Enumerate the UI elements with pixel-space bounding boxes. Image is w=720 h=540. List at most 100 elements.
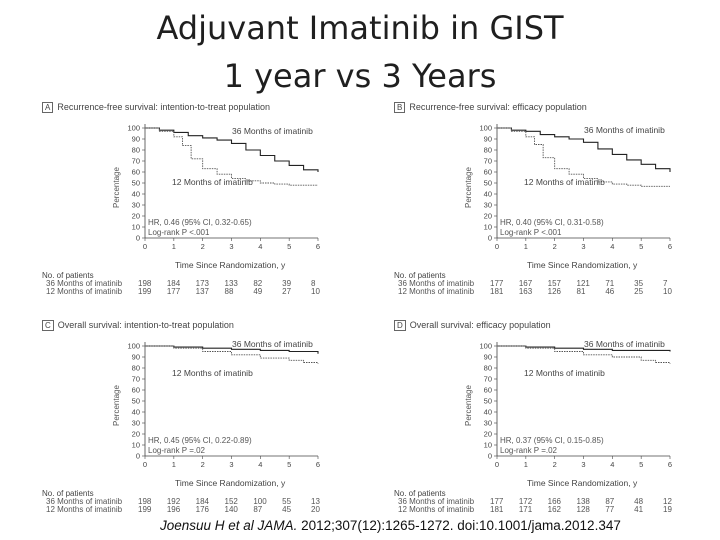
panel-title: B Recurrence-free survival: efficacy popu… [394, 102, 587, 113]
risk-row-value: 46 [605, 287, 615, 296]
x-axis-label: Time Since Randomization, y [175, 478, 286, 488]
y-tick-label: 10 [132, 441, 140, 450]
x-axis-label: Time Since Randomization, y [527, 478, 638, 488]
risk-row-value: 12 [663, 497, 672, 506]
risk-row-value: 166 [547, 497, 562, 506]
risk-table-header: No. of patients [394, 271, 446, 280]
x-tick-label: 5 [639, 460, 643, 469]
y-tick-label: 80 [132, 364, 140, 373]
y-tick-label: 80 [484, 146, 492, 155]
y-tick-label: 0 [488, 234, 492, 243]
y-tick-label: 70 [132, 157, 140, 166]
y-tick-label: 90 [132, 353, 140, 362]
risk-row-value: 10 [663, 287, 672, 296]
risk-row-value: 13 [311, 497, 320, 506]
risk-row-value: 8 [311, 279, 316, 288]
x-tick-label: 4 [258, 242, 262, 251]
risk-row-value: 163 [518, 287, 533, 296]
risk-row-label: 36 Months of imatinib [398, 279, 475, 288]
risk-row-value: 138 [576, 497, 590, 506]
km-plot: 0 10 20 30 40 50 60 70 80 90 100 0 1 2 3 4 5 6 [479, 124, 672, 252]
y-tick-label: 100 [479, 342, 492, 351]
hazard-ratio: HR, 0.45 (95% CI, 0.22-0.89) [148, 436, 252, 445]
risk-row-value: 198 [138, 497, 152, 506]
x-tick-label: 0 [495, 242, 499, 251]
y-tick-label: 60 [484, 386, 492, 395]
y-tick-label: 50 [484, 397, 492, 406]
series-label-12-months: 12 Months of imatinib [524, 368, 605, 379]
risk-row-value: 184 [166, 279, 181, 288]
y-tick-label: 30 [484, 201, 492, 210]
y-tick-label: 0 [136, 452, 140, 461]
y-tick-label: 40 [484, 190, 492, 199]
risk-row-value: 181 [490, 505, 504, 514]
panel-a: 0 10 20 30 40 50 60 70 80 90 100 0 1 2 3 4 5 6 A Recurrence… [40, 100, 345, 300]
risk-row-value: 25 [634, 287, 644, 296]
y-axis-label: Percentage [112, 167, 121, 208]
risk-row-value: 88 [224, 287, 234, 296]
slide-subtitle: 1 year vs 3 Years [223, 57, 497, 95]
series-12-months-line [145, 345, 319, 364]
risk-row-value: 41 [634, 505, 644, 514]
y-tick-label: 10 [484, 441, 492, 450]
x-tick-label: 4 [610, 242, 614, 251]
risk-row-value: 27 [282, 287, 292, 296]
series-12-months-line [497, 345, 671, 364]
x-tick-label: 0 [495, 460, 499, 469]
y-tick-label: 90 [484, 135, 492, 144]
risk-row-value: 45 [282, 505, 292, 514]
hazard-ratio: HR, 0.37 (95% CI, 0.15-0.85) [500, 436, 604, 445]
panel-d: 0 10 20 30 40 50 60 70 80 90 100 0 1 2 3 4 5 6 D Overall su… [392, 318, 697, 518]
panel-b: 0 10 20 30 40 50 60 70 80 90 100 0 1 2 3 4 5 6 B Recurrence… [392, 100, 697, 300]
x-tick-label: 6 [316, 242, 320, 251]
series-label-36-months: 36 Months of imatinib [584, 124, 665, 135]
y-tick-label: 100 [479, 124, 492, 133]
x-tick-label: 6 [668, 242, 672, 251]
panel-title: C Overall survival: intention-to-treat po… [42, 320, 234, 331]
risk-table-header: No. of patients [42, 271, 94, 280]
risk-row-label: 36 Months of imatinib [398, 497, 475, 506]
x-tick-label: 3 [581, 460, 585, 469]
risk-row-value: 157 [547, 279, 562, 288]
risk-row-value: 121 [576, 279, 590, 288]
x-tick-label: 2 [553, 460, 557, 469]
x-tick-label: 3 [229, 460, 233, 469]
x-tick-label: 4 [610, 460, 614, 469]
x-tick-label: 1 [172, 460, 176, 469]
hazard-ratio: HR, 0.40 (95% CI, 0.31-0.58) [500, 218, 604, 227]
risk-row-value: 55 [282, 497, 292, 506]
risk-row-value: 152 [224, 497, 238, 506]
risk-row-value: 126 [547, 287, 562, 296]
y-axis-label: Percentage [112, 385, 121, 426]
x-tick-label: 3 [229, 242, 233, 251]
risk-row-value: 184 [195, 497, 210, 506]
y-tick-label: 70 [484, 157, 492, 166]
citation-authors: Joensuu H et al JAMA. [160, 518, 298, 533]
x-tick-label: 6 [668, 460, 672, 469]
y-tick-label: 0 [488, 452, 492, 461]
y-tick-label: 30 [484, 419, 492, 428]
x-tick-label: 4 [258, 460, 262, 469]
log-rank-p: Log-rank P =.02 [500, 446, 558, 455]
y-tick-label: 10 [484, 223, 492, 232]
y-tick-label: 30 [132, 201, 140, 210]
log-rank-p: Log-rank P =.02 [148, 446, 206, 455]
y-tick-label: 60 [132, 168, 140, 177]
risk-row-value: 172 [518, 497, 533, 506]
risk-row-value: 198 [138, 279, 152, 288]
x-tick-label: 2 [201, 242, 205, 251]
y-tick-label: 30 [132, 419, 140, 428]
risk-row-value: 199 [138, 505, 152, 514]
risk-row-value: 39 [282, 279, 292, 288]
citation: Joensuu H et al JAMA. 2012;307(12):1265-… [160, 518, 621, 533]
x-tick-label: 5 [287, 460, 291, 469]
risk-row-label: 12 Months of imatinib [46, 287, 123, 296]
y-axis-label: Percentage [464, 167, 473, 208]
risk-row-value: 49 [253, 287, 263, 296]
y-tick-label: 60 [484, 168, 492, 177]
y-tick-label: 0 [136, 234, 140, 243]
y-tick-label: 50 [132, 397, 140, 406]
log-rank-p: Log-rank P <.001 [500, 228, 562, 237]
panel-c: 0 10 20 30 40 50 60 70 80 90 100 0 1 2 3 4 5 6 C Overall su… [40, 318, 345, 518]
km-plot: 0 10 20 30 40 50 60 70 80 90 100 0 1 2 3 4 5 6 [127, 342, 320, 470]
